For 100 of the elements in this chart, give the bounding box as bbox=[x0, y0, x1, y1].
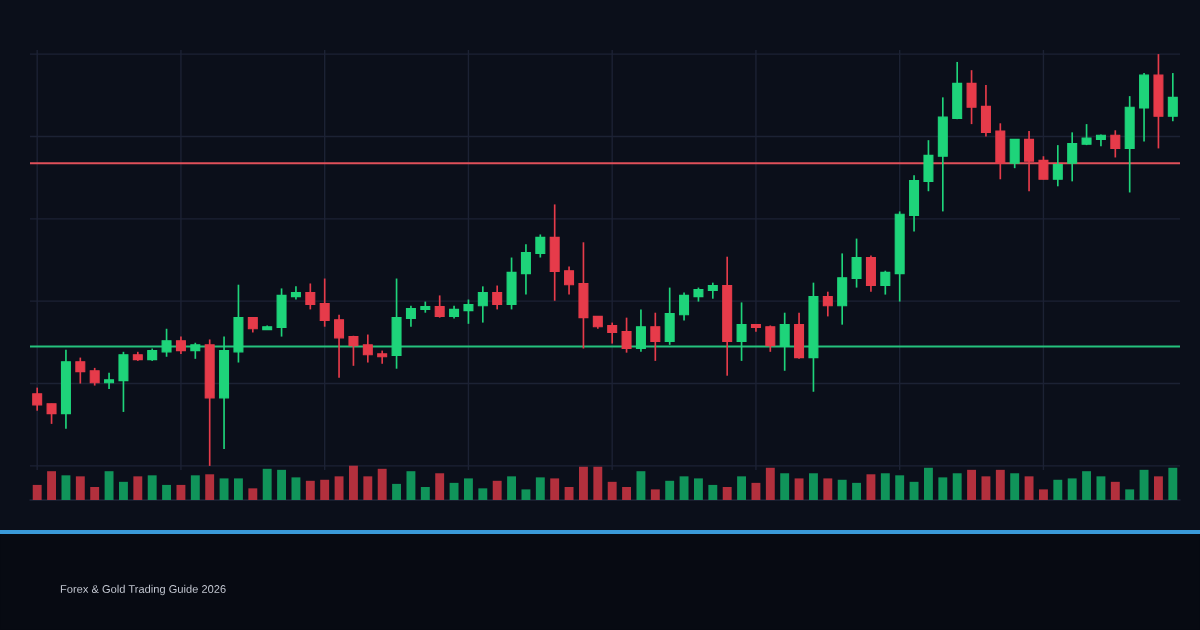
candlestick bbox=[305, 282, 316, 311]
bar bbox=[1096, 476, 1106, 500]
bar bbox=[507, 476, 517, 500]
bar bbox=[622, 486, 632, 500]
candlestick bbox=[822, 290, 833, 318]
bar bbox=[75, 476, 85, 500]
bar bbox=[665, 480, 675, 500]
bar bbox=[852, 482, 862, 500]
candlestick bbox=[1067, 131, 1078, 183]
bar bbox=[1168, 467, 1178, 500]
bar bbox=[837, 479, 847, 500]
bar bbox=[118, 481, 128, 500]
text: Forex & Gold Trading Guide 2026 bbox=[60, 584, 226, 596]
bar bbox=[219, 478, 229, 500]
bar bbox=[808, 473, 818, 500]
bar bbox=[32, 484, 42, 500]
bar bbox=[794, 478, 804, 500]
candlestick bbox=[46, 402, 57, 425]
candlestick bbox=[492, 284, 503, 311]
bar bbox=[262, 468, 272, 500]
bar bbox=[550, 478, 560, 500]
bar bbox=[1139, 469, 1149, 500]
bar bbox=[823, 478, 833, 500]
bar bbox=[377, 468, 387, 500]
candlestick bbox=[434, 294, 445, 319]
bar bbox=[1110, 481, 1120, 500]
bar bbox=[320, 479, 330, 500]
candlestick bbox=[32, 386, 43, 412]
bar bbox=[708, 484, 718, 500]
bar bbox=[521, 489, 531, 500]
bar bbox=[233, 478, 243, 500]
bar bbox=[938, 477, 948, 500]
bar bbox=[133, 476, 143, 500]
bar bbox=[162, 484, 172, 500]
candlestick bbox=[520, 243, 531, 296]
bar bbox=[363, 476, 373, 500]
candlestick bbox=[621, 316, 632, 354]
bar bbox=[90, 486, 100, 500]
bar bbox=[751, 482, 761, 500]
candlestick bbox=[679, 291, 690, 322]
bar bbox=[952, 473, 962, 500]
candlestick bbox=[463, 298, 474, 325]
candlestick bbox=[405, 304, 416, 328]
candlestick bbox=[1009, 138, 1020, 170]
bar bbox=[607, 481, 617, 500]
bar bbox=[880, 473, 890, 500]
bar bbox=[1024, 476, 1034, 500]
bar bbox=[492, 480, 502, 500]
candlestick bbox=[607, 321, 618, 345]
candlestick bbox=[1052, 144, 1063, 188]
bar bbox=[392, 483, 402, 500]
bar bbox=[693, 478, 703, 500]
bar bbox=[765, 467, 775, 500]
bar bbox=[190, 475, 200, 500]
bar bbox=[291, 477, 301, 500]
bar bbox=[737, 476, 747, 500]
bar bbox=[981, 476, 991, 500]
candlestick bbox=[966, 69, 977, 125]
bar bbox=[449, 482, 459, 500]
bar bbox=[61, 475, 71, 500]
bar bbox=[463, 478, 473, 500]
bar bbox=[967, 469, 977, 500]
candlestick bbox=[348, 334, 359, 367]
bar bbox=[564, 486, 574, 500]
bar bbox=[420, 486, 430, 500]
candlestick bbox=[880, 269, 891, 296]
candlestick bbox=[535, 233, 546, 259]
candlestick bbox=[765, 324, 776, 353]
bar bbox=[406, 471, 416, 500]
bar bbox=[435, 473, 445, 500]
candlestick bbox=[477, 285, 488, 324]
bar bbox=[1153, 476, 1163, 500]
bar bbox=[176, 484, 186, 500]
bar bbox=[205, 474, 215, 500]
candlestick bbox=[1110, 129, 1121, 159]
candlestick bbox=[1024, 130, 1035, 193]
candlestick bbox=[779, 311, 790, 372]
bar bbox=[535, 477, 545, 500]
bar bbox=[650, 489, 660, 500]
bar bbox=[104, 471, 114, 500]
bar bbox=[909, 481, 919, 500]
candlestick bbox=[736, 301, 747, 362]
bar bbox=[248, 488, 258, 500]
bar bbox=[593, 466, 603, 500]
bar bbox=[578, 466, 588, 500]
bar bbox=[47, 471, 57, 500]
bar bbox=[636, 471, 646, 500]
candlestick bbox=[1167, 72, 1178, 123]
candlestick bbox=[161, 327, 172, 358]
bar bbox=[147, 475, 157, 500]
bar bbox=[334, 476, 344, 500]
candlestick bbox=[1038, 155, 1049, 181]
bar bbox=[305, 480, 315, 500]
bar bbox=[1053, 479, 1063, 500]
bar bbox=[895, 475, 905, 500]
bar bbox=[1010, 473, 1020, 500]
candlestick bbox=[564, 265, 575, 296]
bar bbox=[1125, 489, 1135, 500]
bar bbox=[722, 486, 732, 500]
candlestick bbox=[319, 277, 330, 328]
